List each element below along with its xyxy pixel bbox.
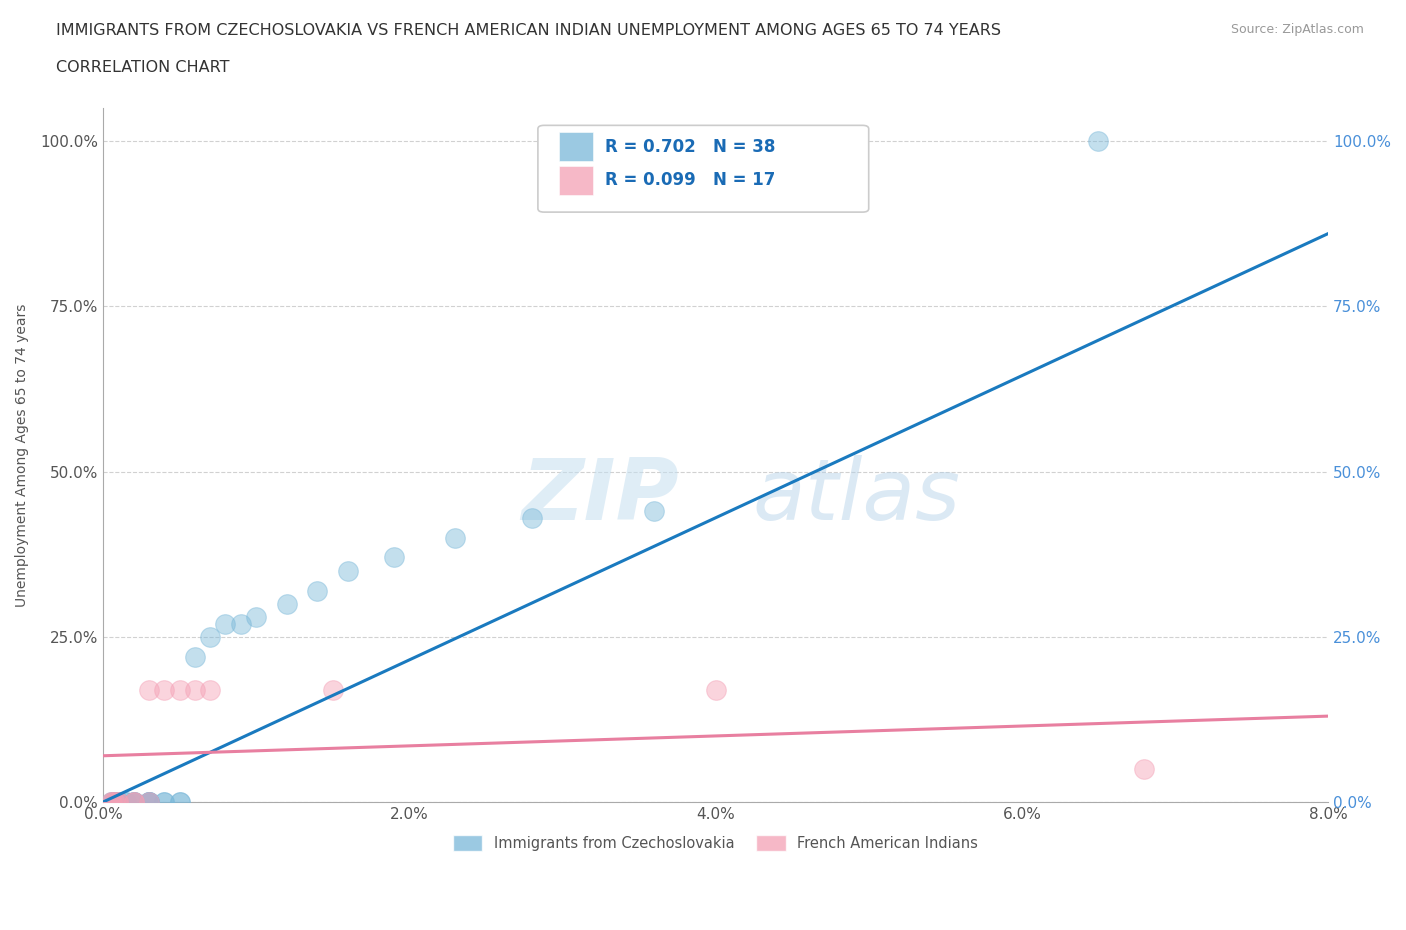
Point bbox=[107, 794, 129, 809]
Point bbox=[105, 794, 128, 809]
Text: IMMIGRANTS FROM CZECHOSLOVAKIA VS FRENCH AMERICAN INDIAN UNEMPLOYMENT AMONG AGES: IMMIGRANTS FROM CZECHOSLOVAKIA VS FRENCH… bbox=[56, 23, 1001, 38]
Y-axis label: Unemployment Among Ages 65 to 74 years: Unemployment Among Ages 65 to 74 years bbox=[15, 303, 30, 606]
Text: atlas: atlas bbox=[752, 455, 960, 538]
Point bbox=[184, 649, 207, 664]
Point bbox=[1133, 762, 1156, 777]
Point bbox=[100, 794, 122, 809]
Text: R = 0.099   N = 17: R = 0.099 N = 17 bbox=[606, 171, 776, 189]
Legend: Immigrants from Czechoslovakia, French American Indians: Immigrants from Czechoslovakia, French A… bbox=[447, 829, 984, 857]
Point bbox=[1087, 134, 1109, 149]
Point bbox=[169, 794, 191, 809]
Point bbox=[107, 794, 129, 809]
Text: ZIP: ZIP bbox=[522, 455, 679, 538]
FancyBboxPatch shape bbox=[558, 166, 593, 194]
Point bbox=[107, 794, 129, 809]
Point bbox=[122, 794, 145, 809]
Point bbox=[138, 794, 160, 809]
Point bbox=[322, 683, 344, 698]
Point bbox=[122, 794, 145, 809]
Point bbox=[520, 511, 543, 525]
Point bbox=[138, 794, 160, 809]
Point bbox=[198, 630, 221, 644]
FancyBboxPatch shape bbox=[538, 126, 869, 212]
Point bbox=[198, 683, 221, 698]
Point bbox=[103, 794, 125, 809]
Point bbox=[101, 794, 124, 809]
Point bbox=[122, 794, 145, 809]
Point bbox=[169, 683, 191, 698]
Point bbox=[122, 794, 145, 809]
Text: CORRELATION CHART: CORRELATION CHART bbox=[56, 60, 229, 75]
Point bbox=[100, 794, 122, 809]
Point bbox=[382, 550, 405, 565]
Point bbox=[276, 596, 298, 611]
Point bbox=[153, 794, 176, 809]
Point bbox=[122, 794, 145, 809]
Point bbox=[444, 530, 467, 545]
FancyBboxPatch shape bbox=[558, 132, 593, 162]
Point bbox=[138, 794, 160, 809]
Point bbox=[245, 609, 267, 624]
Point bbox=[115, 794, 138, 809]
Point bbox=[229, 617, 252, 631]
Point bbox=[138, 683, 160, 698]
Text: R = 0.702   N = 38: R = 0.702 N = 38 bbox=[606, 138, 776, 156]
Point bbox=[307, 583, 329, 598]
Point bbox=[104, 794, 127, 809]
Point bbox=[214, 617, 236, 631]
Point bbox=[337, 564, 360, 578]
Point bbox=[153, 794, 176, 809]
Point bbox=[153, 683, 176, 698]
Point bbox=[138, 794, 160, 809]
Point bbox=[107, 794, 129, 809]
Point bbox=[107, 794, 129, 809]
Point bbox=[101, 794, 124, 809]
Point bbox=[643, 504, 665, 519]
Point bbox=[184, 683, 207, 698]
Point bbox=[169, 794, 191, 809]
Point bbox=[122, 794, 145, 809]
Point bbox=[103, 794, 125, 809]
Point bbox=[104, 794, 127, 809]
Point bbox=[115, 794, 138, 809]
Point bbox=[107, 794, 129, 809]
Point bbox=[138, 794, 160, 809]
Point bbox=[704, 683, 727, 698]
Point bbox=[107, 794, 129, 809]
Text: Source: ZipAtlas.com: Source: ZipAtlas.com bbox=[1230, 23, 1364, 36]
Point bbox=[138, 794, 160, 809]
